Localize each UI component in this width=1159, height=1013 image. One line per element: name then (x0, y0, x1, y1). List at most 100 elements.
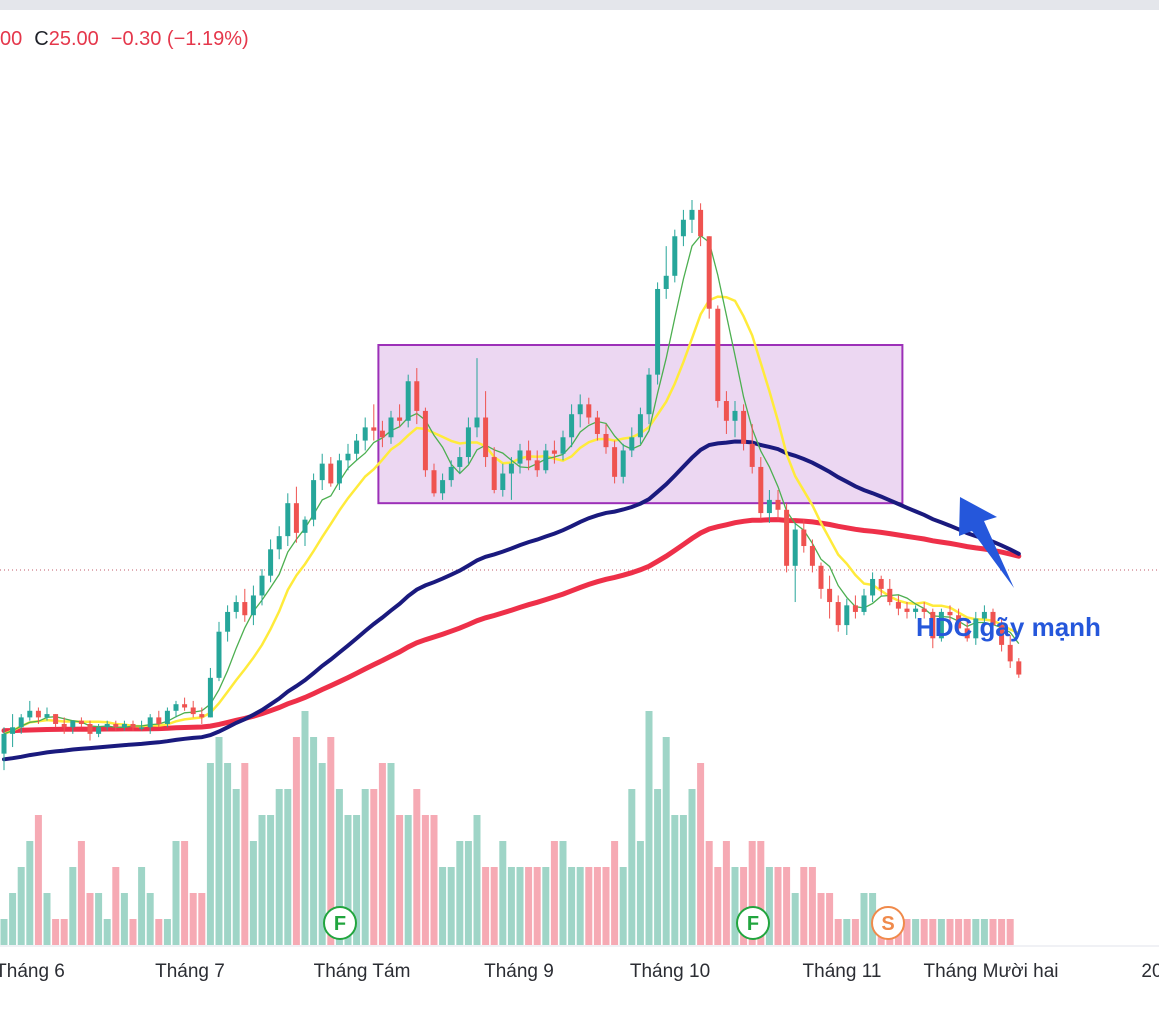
volume-bar (559, 841, 567, 945)
candle-body (921, 608, 927, 612)
volume-bar (791, 893, 799, 945)
candle-body (947, 611, 953, 616)
volume-bar (146, 893, 154, 945)
candle-body (827, 588, 833, 603)
volume-bar (722, 841, 730, 945)
candles-layer (1, 200, 1022, 771)
candle-body (276, 536, 282, 550)
volume-bar (189, 893, 197, 945)
candle-body (508, 463, 514, 474)
candle-body (637, 414, 643, 438)
volume-bar (937, 919, 945, 945)
volume-bar (912, 919, 920, 945)
candle-body (173, 704, 179, 711)
volume-bar (464, 841, 472, 945)
candle-body (199, 714, 205, 718)
candle-body (405, 381, 411, 421)
event-marker (871, 906, 905, 940)
candle-body (53, 714, 59, 724)
sma-200-line (1, 517, 1022, 734)
candle-body (680, 219, 686, 237)
change-value: −0.30 (−1.19%) (110, 28, 249, 50)
volume-bar (602, 867, 610, 945)
volume-bar (611, 841, 619, 945)
volume-bar (163, 919, 171, 945)
volume-bar (645, 711, 653, 945)
x-axis-label: Tháng Tám (314, 961, 411, 982)
volume-bar (654, 789, 662, 945)
candle-body (672, 236, 678, 276)
volume-bar (52, 919, 60, 945)
candle-body (87, 723, 93, 734)
volume-bar (172, 841, 180, 945)
volume-bar (576, 867, 584, 945)
annotation-arrow-layer (959, 497, 1014, 588)
volume-bar (232, 789, 240, 945)
candle-body (870, 578, 876, 596)
candle-body (104, 723, 110, 728)
volume-bar (851, 919, 859, 945)
candle-body (543, 450, 549, 471)
candle-body (474, 417, 480, 428)
volume-bar (9, 893, 17, 945)
candle-body (698, 209, 704, 237)
candle-body (534, 460, 540, 471)
candle-body (500, 473, 506, 490)
volume-bar (800, 867, 808, 945)
candle-body (1016, 661, 1022, 675)
ohlc-legend: 00 C25.00 −0.30 (−1.19%) (0, 28, 249, 51)
volume-bar (258, 815, 266, 945)
candle-body (878, 578, 884, 589)
volume-bar (17, 867, 25, 945)
volume-bar (267, 815, 275, 945)
x-axis-label: Tháng 10 (630, 961, 710, 982)
event-marker-label: S (881, 913, 894, 935)
candle-body (749, 443, 755, 467)
volume-bar (671, 815, 679, 945)
volume-bar (490, 867, 498, 945)
candle-body (715, 308, 721, 402)
volume-layer (0, 711, 1014, 945)
candle-body (620, 450, 626, 477)
volume-bar (826, 893, 834, 945)
volume-bar (301, 711, 309, 945)
candle-body (689, 209, 695, 220)
volume-bar (353, 815, 361, 945)
candle-body (130, 723, 136, 728)
candle-body (354, 440, 360, 454)
volume-bar (980, 919, 988, 945)
candle-body (388, 417, 394, 438)
volume-bar (275, 789, 283, 945)
x-axis-label: Tháng 7 (155, 961, 225, 982)
candle-body (35, 710, 41, 718)
volume-bar (439, 867, 447, 945)
volume-bar (920, 919, 928, 945)
volume-bar (533, 867, 541, 945)
candle-body (999, 625, 1005, 645)
volume-bar (903, 919, 911, 945)
x-axis-label: Tháng 11 (803, 961, 882, 982)
candle-body (784, 509, 790, 566)
volume-bar (447, 867, 455, 945)
candle-body (27, 710, 33, 718)
candle-body (319, 463, 325, 481)
x-axis-layer: Tháng 6 Tháng 7 Tháng Tám Tháng 9 Tháng 10 Th… (0, 961, 1159, 982)
volume-bar (636, 841, 644, 945)
volume-bar (310, 737, 318, 945)
volume-bar (482, 867, 490, 945)
volume-bar (138, 867, 146, 945)
candle-body (362, 427, 368, 441)
candle-body (887, 588, 893, 603)
volume-bar (112, 867, 120, 945)
candle-body (663, 275, 669, 289)
candle-body (78, 720, 84, 724)
candle-body (328, 463, 334, 484)
close-key: C (34, 28, 49, 50)
candle-body (491, 457, 497, 490)
candle-body (431, 470, 437, 494)
volume-bar (972, 919, 980, 945)
candle-body (835, 602, 841, 626)
candle-body (517, 450, 523, 464)
volume-bar (774, 867, 782, 945)
